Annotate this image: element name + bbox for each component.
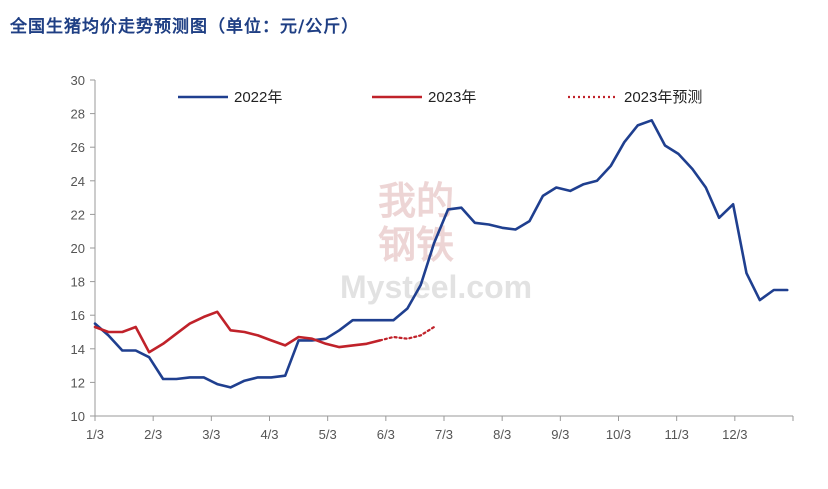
- x-tick-label: 7/3: [435, 427, 453, 442]
- axes: 10 12 14 16 18 20 22 24 26 28 30 1/3 2/3 3/3 4/3 5/3 6/3…: [71, 73, 794, 442]
- watermark-cn-2: 钢铁: [378, 223, 454, 267]
- watermark-cn-1: 我的: [378, 179, 454, 223]
- x-tick-label: 5/3: [319, 427, 337, 442]
- y-tick-label: 12: [71, 375, 85, 390]
- watermark-en: Mysteel.com: [340, 269, 532, 305]
- y-tick-label: 30: [71, 73, 85, 88]
- x-tick-label: 11/3: [664, 427, 688, 442]
- x-tick-label: 12/3: [722, 427, 747, 442]
- legend-label-0: 2022年: [234, 89, 282, 106]
- x-tick-label: 9/3: [551, 427, 569, 442]
- y-tick-label: 24: [71, 174, 85, 189]
- series-group: [93, 119, 789, 389]
- x-tick-label: 3/3: [202, 427, 220, 442]
- y-tick-label: 14: [71, 342, 85, 357]
- y-tick-label: 16: [71, 308, 85, 323]
- y-tick-label: 18: [71, 275, 85, 290]
- legend-label-1: 2023年: [428, 89, 476, 106]
- y-tick-label: 20: [71, 241, 85, 256]
- y-tick-label: 22: [71, 207, 85, 222]
- x-tick-label: 1/3: [86, 427, 104, 442]
- x-tick-label: 10/3: [606, 427, 631, 442]
- series-line-2: [378, 325, 436, 342]
- y-tick-label: 26: [71, 140, 85, 155]
- legend: 2022年 2023年 2023年预测: [178, 89, 702, 106]
- chart-title: 全国生猪均价走势预测图（单位：元/公斤）: [10, 17, 360, 37]
- y-tick-label: 10: [71, 409, 85, 424]
- x-tick-label: 8/3: [493, 427, 511, 442]
- x-tick-label: 6/3: [377, 427, 395, 442]
- series-line-1: [93, 310, 382, 354]
- watermark: 我的 钢铁 Mysteel.com: [340, 179, 532, 305]
- x-tick-label: 2/3: [144, 427, 162, 442]
- y-tick-label: 28: [71, 107, 85, 122]
- x-tick-label: 4/3: [260, 427, 278, 442]
- series-line-0: [93, 119, 789, 389]
- legend-label-2: 2023年预测: [624, 89, 702, 106]
